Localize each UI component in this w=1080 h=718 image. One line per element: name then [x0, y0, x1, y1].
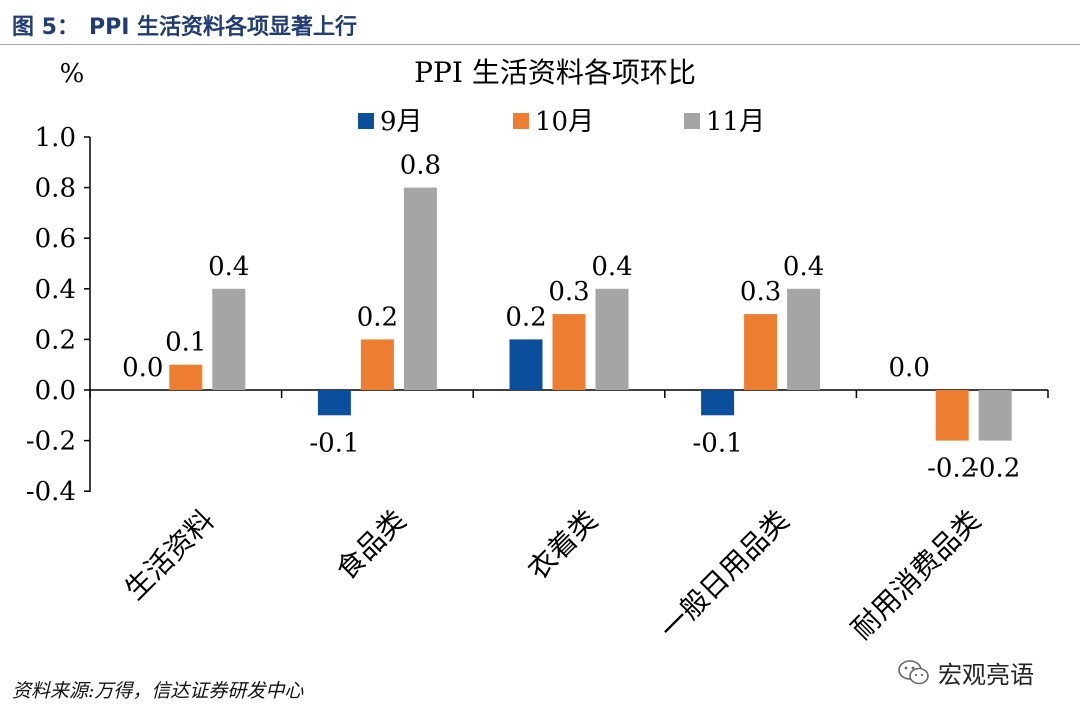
legend-swatch [358, 113, 374, 129]
data-label: 0.3 [740, 277, 781, 307]
bar [701, 390, 735, 416]
data-label: -0.2 [970, 454, 1020, 484]
bar [935, 390, 969, 441]
bar [403, 187, 437, 390]
data-label: -0.2 [927, 454, 977, 484]
y-tick-label: 0.8 [35, 174, 76, 204]
legend-label: 10月 [535, 107, 594, 137]
bar [787, 288, 821, 390]
data-label: 0.3 [548, 277, 589, 307]
y-tick-label: 0.0 [35, 376, 76, 406]
x-tick-label: 一般日用品类 [653, 504, 795, 646]
x-tick-label: 耐用消费品类 [845, 504, 987, 646]
watermark: 宏观亮语 [898, 655, 1034, 690]
bar [317, 390, 351, 416]
y-tick-label: 0.6 [35, 224, 76, 254]
data-label: -0.1 [693, 428, 743, 458]
bar [978, 390, 1012, 441]
data-label: 0.2 [505, 302, 546, 332]
data-label: 0.4 [591, 252, 632, 282]
figure-header: 图 5： PPI 生活资料各项显著上行 [12, 8, 357, 42]
figure-label: 图 5： [12, 15, 79, 40]
data-label: 0.2 [357, 302, 398, 332]
bar [595, 288, 629, 390]
wechat-icon [898, 659, 929, 684]
x-tick-label: 生活资料 [118, 504, 221, 607]
legend-swatch [684, 113, 700, 129]
y-tick-label: -0.4 [26, 477, 76, 507]
data-label: -0.1 [309, 428, 359, 458]
data-label: 0.8 [400, 151, 441, 181]
chart-title: PPI 生活资料各项环比 [414, 56, 696, 89]
legend-label: 9月 [380, 107, 423, 137]
x-tick-label: 衣着类 [521, 504, 604, 587]
data-label: 0.4 [208, 252, 249, 282]
y-axis-unit: % [60, 59, 85, 89]
source-note: 资料来源:万得，信达证券研发中心 [12, 680, 304, 702]
data-label: 0.0 [122, 353, 163, 383]
x-tick-label: 食品类 [330, 504, 413, 587]
figure-title: PPI 生活资料各项显著上行 [88, 15, 358, 40]
bar [212, 288, 246, 390]
bar [509, 339, 543, 390]
y-tick-label: 0.2 [35, 325, 76, 355]
data-label: 0.1 [165, 328, 206, 358]
bar [169, 364, 203, 390]
y-tick-label: 1.0 [35, 123, 76, 153]
bar [360, 339, 394, 390]
legend-swatch [513, 113, 529, 129]
legend-label: 11月 [706, 107, 765, 137]
data-label: 0.4 [783, 252, 824, 282]
bar [744, 314, 778, 390]
watermark-text: 宏观亮语 [938, 661, 1034, 689]
bar [552, 314, 586, 390]
y-tick-label: -0.2 [26, 427, 76, 457]
y-tick-label: 0.4 [35, 275, 76, 305]
header-rule [0, 44, 1080, 45]
data-label: 0.0 [889, 353, 930, 383]
